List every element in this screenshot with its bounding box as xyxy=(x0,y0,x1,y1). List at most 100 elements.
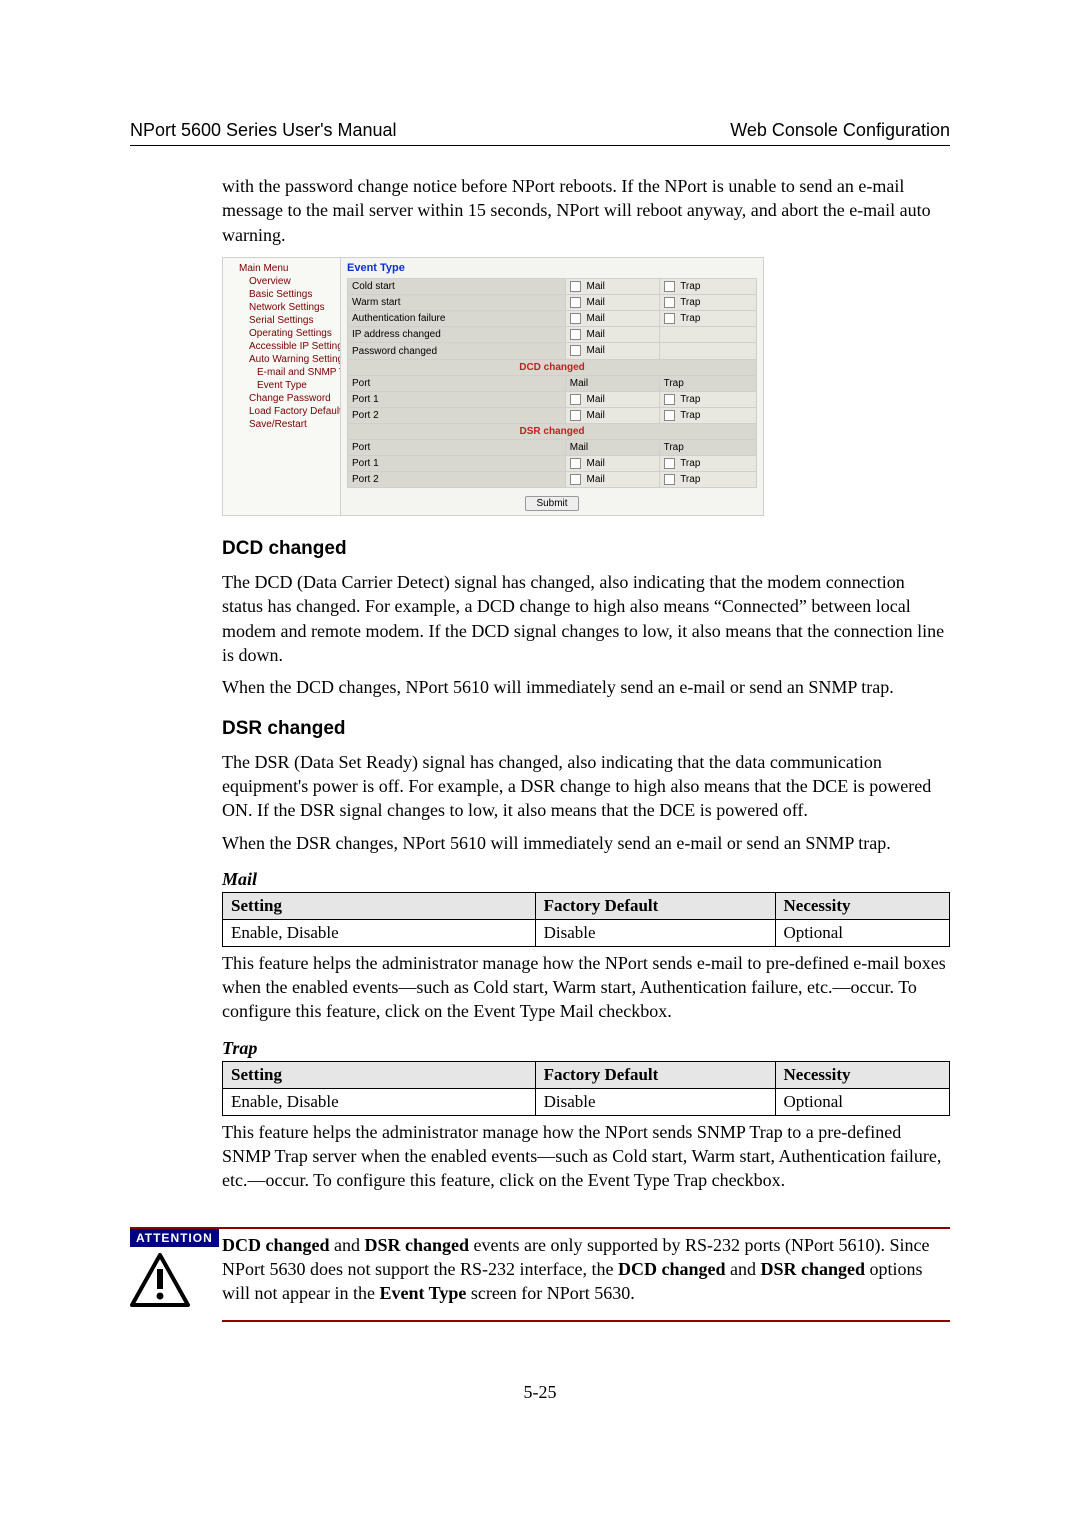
sidebar: Main MenuOverviewBasic SettingsNetwork S… xyxy=(223,258,341,515)
checkbox[interactable] xyxy=(664,410,675,421)
mail-th-setting: Setting xyxy=(223,892,536,919)
checkbox[interactable] xyxy=(570,281,581,292)
trap-td-necessity: Optional xyxy=(775,1088,949,1115)
checkbox-cell: Mail xyxy=(565,407,659,423)
checkbox-cell: Mail xyxy=(565,278,659,294)
table-cell: Port 2 xyxy=(348,472,566,488)
event-table: Cold start Mail Trap Warm start Mail Trap… xyxy=(347,278,757,488)
mail-th-default: Factory Default xyxy=(535,892,775,919)
checkbox-cell: Trap xyxy=(659,472,756,488)
submit-button[interactable]: Submit xyxy=(525,496,578,511)
table-row: Warm start Mail Trap xyxy=(348,295,757,311)
sidebar-item[interactable]: Save/Restart xyxy=(227,418,340,431)
subheader-cell: DSR changed xyxy=(348,423,757,439)
checkbox[interactable] xyxy=(570,410,581,421)
trap-th-setting: Setting xyxy=(223,1061,536,1088)
checkbox-cell: Mail xyxy=(565,327,659,343)
checkbox[interactable] xyxy=(570,313,581,324)
attention-text: DCD changed and DSR changed events are o… xyxy=(222,1229,950,1322)
dcd-heading: DCD changed xyxy=(222,538,950,560)
mail-td-setting: Enable, Disable xyxy=(223,919,536,946)
trap-note: This feature helps the administrator man… xyxy=(130,1120,950,1193)
subheader-cell: DCD changed xyxy=(348,359,757,375)
header-left: NPort 5600 Series User's Manual xyxy=(130,120,397,141)
checkbox-cell: Mail xyxy=(565,311,659,327)
table-cell: Port 1 xyxy=(348,455,566,471)
dcd-p1: The DCD (Data Carrier Detect) signal has… xyxy=(130,570,950,667)
checkbox[interactable] xyxy=(570,345,581,356)
dsr-p1: The DSR (Data Set Ready) signal has chan… xyxy=(130,750,950,823)
page: NPort 5600 Series User's Manual Web Cons… xyxy=(0,0,1080,1463)
dsr-heading: DSR changed xyxy=(222,718,950,740)
table-cell xyxy=(659,327,756,343)
checkbox-cell: Mail xyxy=(565,343,659,359)
table-cell: Warm start xyxy=(348,295,566,311)
checkbox-cell: Trap xyxy=(659,455,756,471)
table-cell: Authentication failure xyxy=(348,311,566,327)
table-subheader: DSR changed xyxy=(348,423,757,439)
sidebar-item[interactable]: Auto Warning Settings xyxy=(227,353,340,366)
trap-label: Trap xyxy=(222,1038,950,1059)
table-cell: Cold start xyxy=(348,278,566,294)
table-cell: IP address changed xyxy=(348,327,566,343)
trap-th-default: Factory Default xyxy=(535,1061,775,1088)
bold-term: DSR changed xyxy=(760,1259,865,1279)
checkbox[interactable] xyxy=(664,313,675,324)
checkbox[interactable] xyxy=(570,458,581,469)
table-cell: Port xyxy=(348,439,566,455)
mail-th-necessity: Necessity xyxy=(775,892,949,919)
table-row: Port 2 Mail Trap xyxy=(348,407,757,423)
mail-setting-table: Setting Factory Default Necessity Enable… xyxy=(222,892,950,947)
event-type-screenshot: Main MenuOverviewBasic SettingsNetwork S… xyxy=(222,257,764,516)
checkbox[interactable] xyxy=(570,394,581,405)
sidebar-item[interactable]: Serial Settings xyxy=(227,314,340,327)
table-cell: Port xyxy=(348,375,566,391)
page-number: 5-25 xyxy=(130,1382,950,1403)
table-cell: Trap xyxy=(659,375,756,391)
attention-block: ATTENTION DCD changed and DSR changed ev… xyxy=(130,1227,950,1322)
checkbox[interactable] xyxy=(570,297,581,308)
sidebar-item[interactable]: Change Password xyxy=(227,392,340,405)
checkbox[interactable] xyxy=(664,474,675,485)
mail-label: Mail xyxy=(222,869,950,890)
checkbox[interactable] xyxy=(570,329,581,340)
table-row: Port 1 Mail Trap xyxy=(348,391,757,407)
sidebar-item[interactable]: Basic Settings xyxy=(227,288,340,301)
sidebar-item[interactable]: Operating Settings xyxy=(227,327,340,340)
table-row: Port 1 Mail Trap xyxy=(348,455,757,471)
checkbox[interactable] xyxy=(664,458,675,469)
intro-paragraph: with the password change notice before N… xyxy=(130,174,950,247)
checkbox-cell: Mail xyxy=(565,455,659,471)
panel-title: Event Type xyxy=(347,262,757,274)
sidebar-item[interactable]: E-mail and SNMP Tr xyxy=(227,366,340,379)
checkbox[interactable] xyxy=(570,474,581,485)
checkbox-cell: Trap xyxy=(659,407,756,423)
trap-setting-table: Setting Factory Default Necessity Enable… xyxy=(222,1061,950,1116)
content-area: Event Type Cold start Mail Trap Warm star… xyxy=(341,258,763,515)
sidebar-item[interactable]: Load Factory Default xyxy=(227,405,340,418)
page-header: NPort 5600 Series User's Manual Web Cons… xyxy=(130,120,950,146)
checkbox[interactable] xyxy=(664,281,675,292)
checkbox[interactable] xyxy=(664,297,675,308)
sidebar-item[interactable]: Overview xyxy=(227,275,340,288)
dsr-p2: When the DSR changes, NPort 5610 will im… xyxy=(130,831,950,855)
trap-td-default: Disable xyxy=(535,1088,775,1115)
sidebar-item[interactable]: Event Type xyxy=(227,379,340,392)
mail-td-necessity: Optional xyxy=(775,919,949,946)
table-cell: Port 1 xyxy=(348,391,566,407)
trap-td-setting: Enable, Disable xyxy=(223,1088,536,1115)
dcd-p2: When the DCD changes, NPort 5610 will im… xyxy=(130,675,950,699)
table-cell: Mail xyxy=(565,439,659,455)
table-row: IP address changed Mail xyxy=(348,327,757,343)
sidebar-item[interactable]: Accessible IP Settings xyxy=(227,340,340,353)
bold-term: DCD changed xyxy=(618,1259,726,1279)
table-cell: Password changed xyxy=(348,343,566,359)
sidebar-item[interactable]: Main Menu xyxy=(227,262,340,275)
table-row: Port 2 Mail Trap xyxy=(348,472,757,488)
checkbox[interactable] xyxy=(664,394,675,405)
trap-th-necessity: Necessity xyxy=(775,1061,949,1088)
table-cell: Trap xyxy=(659,439,756,455)
bold-term: Event Type xyxy=(379,1283,466,1303)
table-row: PortMailTrap xyxy=(348,375,757,391)
sidebar-item[interactable]: Network Settings xyxy=(227,301,340,314)
